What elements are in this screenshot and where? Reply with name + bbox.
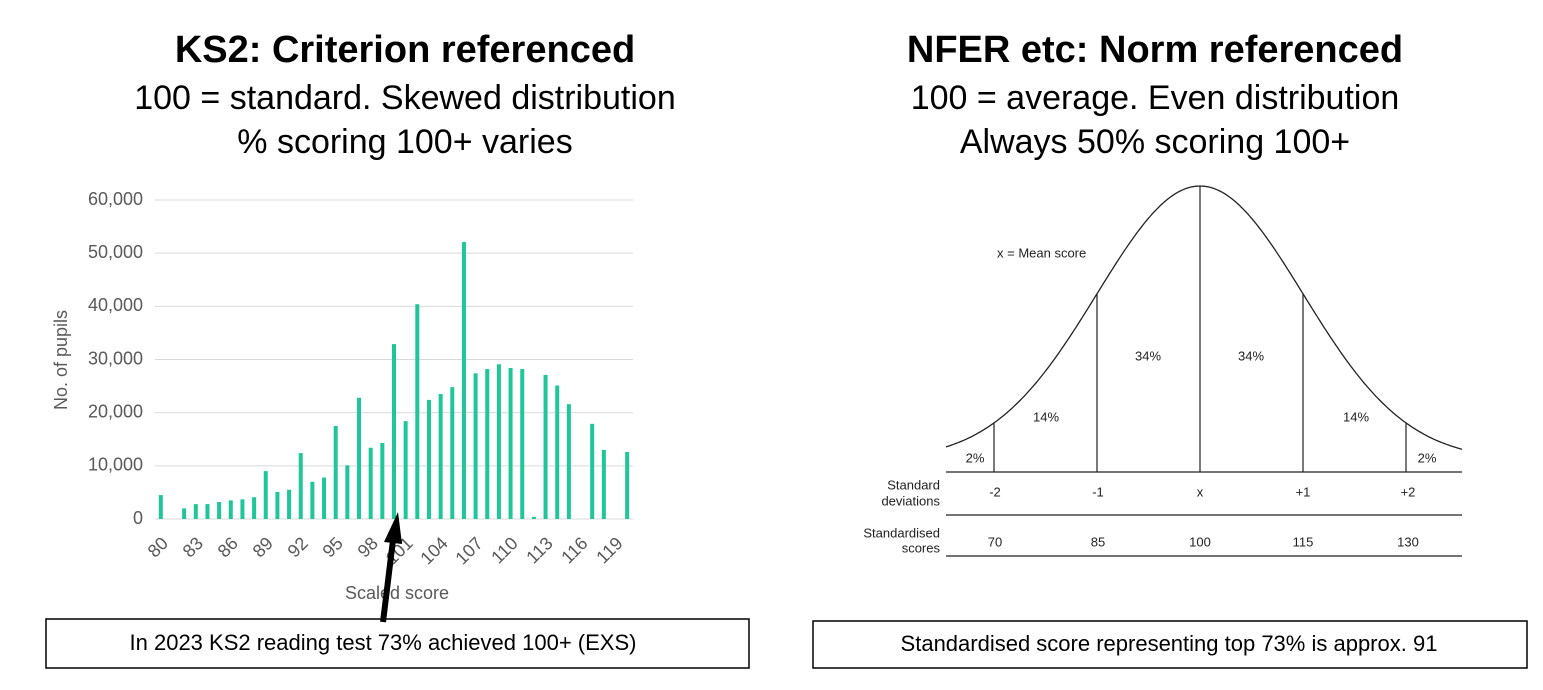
percentage: 14% xyxy=(1343,409,1369,424)
bar xyxy=(217,501,222,519)
bar xyxy=(543,374,548,519)
score-label: 100 xyxy=(1189,534,1211,549)
percentage: 34% xyxy=(1135,348,1161,363)
bar xyxy=(403,421,408,519)
bar xyxy=(345,465,350,519)
bar xyxy=(426,399,431,519)
heading: KS2: Criterion referenced xyxy=(175,29,635,71)
y-tick-label: 40,000 xyxy=(88,295,143,315)
bar xyxy=(520,369,525,519)
note: In 2023 KS2 reading test 73% achieved 10… xyxy=(130,630,637,655)
bar xyxy=(601,449,606,519)
x-tick-label: 113 xyxy=(522,533,556,567)
bar xyxy=(590,423,595,519)
note-box xyxy=(45,618,750,669)
bar xyxy=(252,497,257,519)
bar xyxy=(287,489,292,519)
deviation-label: -1 xyxy=(1092,484,1104,499)
subtitle: 100 = average. Even distribution xyxy=(911,79,1400,117)
x-tick-label: 83 xyxy=(179,533,207,561)
x-tick-label: 104 xyxy=(416,533,451,568)
bar xyxy=(531,516,536,519)
bar xyxy=(182,508,187,519)
row-label: deviations xyxy=(881,493,940,508)
x-axis-title: Scaled score xyxy=(345,583,449,603)
subtitle: 100 = standard. Skewed distribution xyxy=(134,79,676,117)
bar xyxy=(322,477,327,519)
bar xyxy=(496,364,501,519)
bar xyxy=(240,499,245,519)
deviation-label: x xyxy=(1197,484,1204,499)
arrow-head xyxy=(384,512,402,544)
bar xyxy=(193,504,198,519)
x-tick-label: 92 xyxy=(284,533,312,561)
row-label: Standardised xyxy=(863,525,940,540)
x-tick-label: 86 xyxy=(214,533,242,561)
bar xyxy=(508,368,513,519)
deviation-label: -2 xyxy=(989,484,1001,499)
bar xyxy=(263,471,268,519)
bar xyxy=(415,304,420,519)
y-tick-label: 0 xyxy=(133,508,143,528)
row-label: scores xyxy=(902,540,941,555)
bar xyxy=(205,504,210,519)
subtitle: % scoring 100+ varies xyxy=(237,123,572,161)
row-label: Standard xyxy=(887,477,940,492)
x-tick-label: 95 xyxy=(319,533,347,561)
percentage: 14% xyxy=(1033,409,1059,424)
score-label: 115 xyxy=(1293,534,1314,549)
percentage: 34% xyxy=(1238,348,1264,363)
bar xyxy=(275,491,280,519)
score-label: 85 xyxy=(1091,534,1105,549)
x-tick-label: 89 xyxy=(249,533,277,561)
y-tick-label: 20,000 xyxy=(88,401,143,421)
bar xyxy=(450,387,455,519)
bar xyxy=(555,385,560,519)
y-axis-title: No. of pupils xyxy=(51,310,71,410)
normal-curve-diagram: x = Mean score 2% 14% 34% 34% 14% 2% Sta… xyxy=(863,185,1463,557)
y-tick-label: 60,000 xyxy=(88,189,143,209)
percentage: 2% xyxy=(1418,450,1437,465)
x-tick-label: 107 xyxy=(451,533,486,568)
deviation-label: +2 xyxy=(1401,484,1416,499)
bar xyxy=(438,394,443,519)
y-tick-label: 30,000 xyxy=(88,348,143,368)
bar xyxy=(333,425,338,519)
bar xyxy=(298,453,303,519)
bar xyxy=(461,242,466,520)
y-tick-label: 50,000 xyxy=(88,242,143,262)
curve xyxy=(945,185,1463,450)
bar xyxy=(625,452,630,519)
bar xyxy=(357,397,362,519)
score-label: 70 xyxy=(988,534,1002,549)
heading: NFER etc: Norm referenced xyxy=(907,29,1403,71)
subtitle: Always 50% scoring 100+ xyxy=(960,123,1350,161)
x-tick-label: 98 xyxy=(354,533,382,561)
y-tick-label: 10,000 xyxy=(88,455,143,475)
bar xyxy=(485,369,490,519)
x-tick-label: 116 xyxy=(557,533,591,567)
legend: x = Mean score xyxy=(997,245,1086,260)
bar xyxy=(228,500,233,519)
percentage: 2% xyxy=(966,450,985,465)
bar xyxy=(473,373,478,519)
score-label: 130 xyxy=(1397,534,1419,549)
bar xyxy=(566,404,571,519)
note-box xyxy=(812,620,1528,669)
note: Standardised score representing top 73% … xyxy=(901,631,1438,656)
bar xyxy=(392,344,396,519)
bar xyxy=(368,447,373,519)
x-tick-label: 119 xyxy=(592,533,626,567)
x-tick-label: 110 xyxy=(487,533,521,567)
arrow xyxy=(380,539,396,623)
x-tick-label: 80 xyxy=(144,533,172,561)
deviation-label: +1 xyxy=(1296,484,1311,499)
bar xyxy=(310,481,315,519)
bar xyxy=(158,495,163,519)
bar xyxy=(380,442,385,519)
